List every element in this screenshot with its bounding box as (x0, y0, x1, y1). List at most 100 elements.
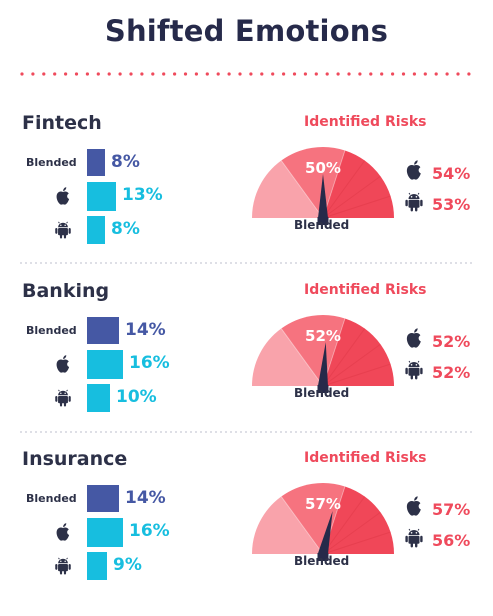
gauge-needle (318, 342, 328, 387)
divider-dot (325, 72, 329, 76)
bar-ios (87, 518, 123, 547)
divider-dot (42, 72, 46, 76)
gauge-caption: Blended (294, 218, 350, 232)
divider-dot (96, 72, 100, 76)
risk-android-value: 52% (432, 363, 471, 382)
bar-blended (87, 485, 119, 512)
divider-dot (249, 72, 253, 76)
divider-dot (292, 72, 297, 76)
divider-dot (129, 72, 133, 76)
risk-ios-value: 54% (432, 164, 471, 183)
gauge-needle-base (317, 553, 329, 561)
bar-value-label: 16% (129, 521, 170, 541)
bar-value-label: 14% (125, 320, 166, 340)
divider-dot (336, 72, 340, 76)
row-label-blended: Blended (26, 492, 77, 505)
apple-icon (404, 159, 424, 181)
divider-dot (456, 72, 460, 76)
apple-icon (54, 186, 72, 206)
risk-gauge: 57% (252, 483, 394, 561)
apple-icon (54, 354, 72, 374)
divider-dot (358, 72, 362, 76)
gauge-segment (252, 496, 323, 554)
gauge-needle-base (317, 217, 329, 225)
gauge-segment (323, 150, 394, 218)
android-icon (404, 359, 424, 381)
bar-blended (87, 149, 105, 176)
section-fintech: Fintech Identified Risks Blended 8% 13% 8% 50%… (0, 112, 493, 280)
android-icon (54, 556, 72, 576)
gauge-segment (323, 318, 394, 386)
bar-value-label: 13% (122, 185, 163, 205)
divider-dot (380, 72, 384, 76)
gauge-value-label: 57% (305, 495, 341, 513)
risk-android-value: 56% (432, 531, 471, 550)
bar-value-label: 14% (125, 488, 166, 508)
gauge-tick-line (322, 511, 381, 555)
gauge-segment (281, 147, 345, 218)
gauge-caption: Blended (294, 386, 350, 400)
divider-dot (434, 72, 438, 76)
bar-ios (87, 182, 116, 211)
divider-dot (85, 72, 89, 76)
risks-title: Identified Risks (304, 450, 427, 466)
apple-icon (54, 522, 72, 542)
bar-android (87, 216, 105, 244)
page-title: Shifted Emotions (104, 14, 389, 48)
divider-dot (118, 72, 122, 76)
bar-blended (87, 317, 119, 344)
divider-dot (216, 72, 220, 76)
gauge-value-label: 50% (305, 159, 341, 177)
divider-dot (271, 72, 275, 76)
gauge-caption: Blended (294, 554, 350, 568)
android-icon (54, 388, 72, 408)
gauge-segment-divider (280, 160, 324, 219)
section-title: Insurance (22, 448, 128, 470)
risk-ios-value: 52% (432, 332, 471, 351)
gauge-needle-base (317, 385, 329, 393)
bar-ios (87, 350, 123, 379)
gauge-tick-line (322, 363, 391, 387)
gauge-tick-line (322, 195, 391, 219)
section-divider (20, 431, 472, 433)
divider-dot (173, 72, 177, 76)
divider-dot (238, 72, 242, 76)
row-label-blended: Blended (26, 324, 77, 337)
divider-dot (31, 72, 35, 76)
gauge-segment (252, 328, 323, 386)
gauge-segment-divider (280, 496, 324, 555)
gauge-tick-line (322, 328, 366, 387)
gauge-needle (318, 174, 328, 218)
android-icon (404, 191, 424, 213)
gauge-value-label: 52% (305, 327, 341, 345)
section-banking: Banking Identified Risks Blended 14% 16% 10% 5… (0, 280, 493, 448)
divider-dot (205, 72, 209, 76)
gauge-segment (252, 160, 323, 218)
gauge-segment (281, 483, 345, 554)
section-divider (20, 262, 472, 264)
gauge-segment (323, 486, 394, 554)
divider-dot (227, 72, 231, 76)
divider-dot (64, 72, 68, 76)
section-title: Fintech (22, 112, 102, 134)
risks-title: Identified Risks (304, 282, 427, 298)
section-insurance: Insurance Identified Risks Blended 14% 16% 9%… (0, 448, 493, 616)
bar-value-label: 8% (111, 219, 140, 239)
divider-dot (282, 72, 286, 76)
risk-gauge: 52% (252, 315, 394, 393)
gauge-tick-line (322, 175, 381, 219)
divider-dot (412, 72, 416, 76)
apple-icon (404, 495, 424, 517)
divider-dot (401, 72, 406, 76)
divider-dot (467, 72, 471, 76)
divider-dot (314, 72, 318, 76)
bar-android (87, 552, 107, 580)
divider-dot (20, 72, 24, 76)
bar-value-label: 10% (116, 387, 157, 407)
risk-gauge: 50% (252, 147, 394, 225)
bar-value-label: 8% (111, 152, 140, 172)
divider-dot (369, 72, 373, 76)
divider-dot (445, 72, 449, 76)
gauge-tick-line (322, 343, 381, 387)
android-icon (54, 220, 72, 240)
